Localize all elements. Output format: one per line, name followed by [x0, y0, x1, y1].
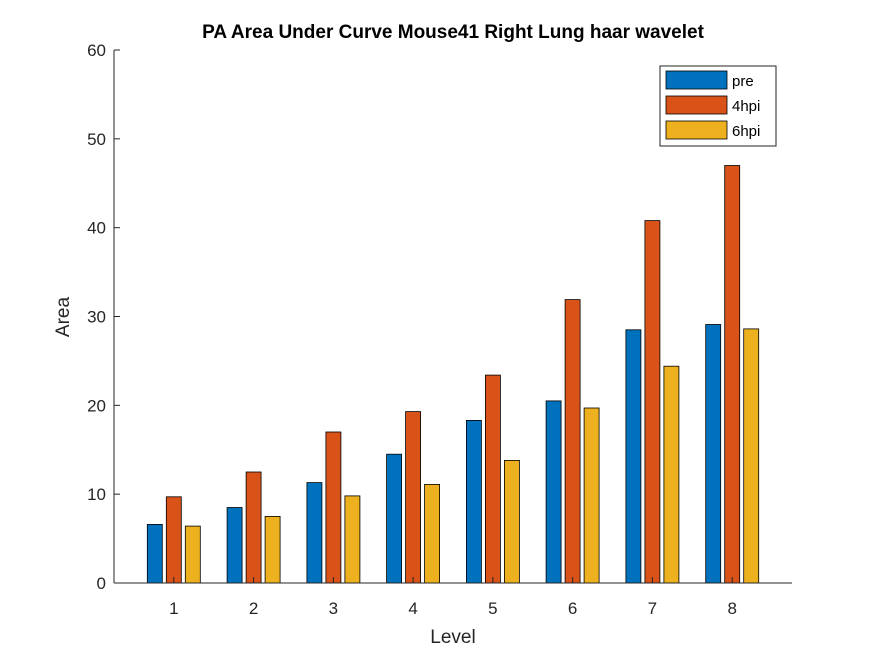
- y-tick-label: 60: [87, 41, 106, 60]
- legend-swatch-pre: [665, 70, 728, 90]
- bar-6hpi-level-5: [503, 459, 520, 584]
- bar-6hpi-level-8: [743, 328, 760, 584]
- x-tick-label: 3: [329, 599, 338, 618]
- x-tick-label: 2: [249, 599, 258, 618]
- y-tick-label: 50: [87, 130, 106, 149]
- legend-swatch-4hpi: [665, 95, 728, 115]
- bar-4hpi-level-4: [405, 411, 422, 584]
- bar-pre-level-1: [146, 524, 163, 584]
- bar-pre-level-6: [545, 400, 562, 584]
- bar-4hpi-level-1: [165, 496, 182, 584]
- x-tick-label: 4: [408, 599, 417, 618]
- x-tick-label: 1: [169, 599, 178, 618]
- bar-6hpi-level-6: [583, 407, 600, 584]
- legend-label-pre: pre: [732, 73, 754, 90]
- bar-6hpi-level-2: [264, 516, 281, 584]
- y-tick-label: 30: [87, 308, 106, 327]
- bar-pre-level-4: [386, 453, 403, 584]
- bar-pre-level-2: [226, 507, 243, 584]
- y-tick-label: 10: [87, 485, 106, 504]
- legend-label-4hpi: 4hpi: [732, 98, 760, 115]
- bar-6hpi-level-1: [184, 525, 201, 584]
- bar-6hpi-level-3: [344, 495, 361, 584]
- legend-label-6hpi: 6hpi: [732, 123, 760, 140]
- y-tick-label: 40: [87, 219, 106, 238]
- bar-4hpi-level-7: [644, 220, 661, 584]
- bar-4hpi-level-3: [325, 431, 342, 584]
- x-tick-label: 7: [648, 599, 657, 618]
- bar-4hpi-level-8: [724, 165, 741, 584]
- x-tick-label: 5: [488, 599, 497, 618]
- bar-6hpi-level-7: [663, 365, 680, 584]
- y-axis-label: Area: [53, 297, 74, 338]
- bar-pre-level-8: [705, 324, 722, 584]
- x-tick-label: 8: [727, 599, 736, 618]
- y-tick-label: 0: [97, 574, 106, 593]
- bar-4hpi-level-2: [245, 471, 262, 584]
- bar-pre-level-5: [465, 419, 482, 584]
- bar-pre-level-3: [306, 482, 323, 584]
- bar-4hpi-level-6: [564, 299, 581, 584]
- bar-6hpi-level-4: [424, 483, 441, 584]
- y-tick-label: 20: [87, 396, 106, 415]
- plot-area: 0 10 20 30 40 50 60 1 2 3 4 5 6 7 8 pre 4hpi 6hpi: [87, 41, 792, 618]
- bar-4hpi-level-5: [484, 374, 501, 584]
- x-tick-label: 6: [568, 599, 577, 618]
- legend-swatch-6hpi: [665, 120, 728, 140]
- x-axis-label: Level: [430, 627, 475, 648]
- bar-pre-level-7: [625, 329, 642, 584]
- chart-title: PA Area Under Curve Mouse41 Right Lung h…: [202, 22, 705, 43]
